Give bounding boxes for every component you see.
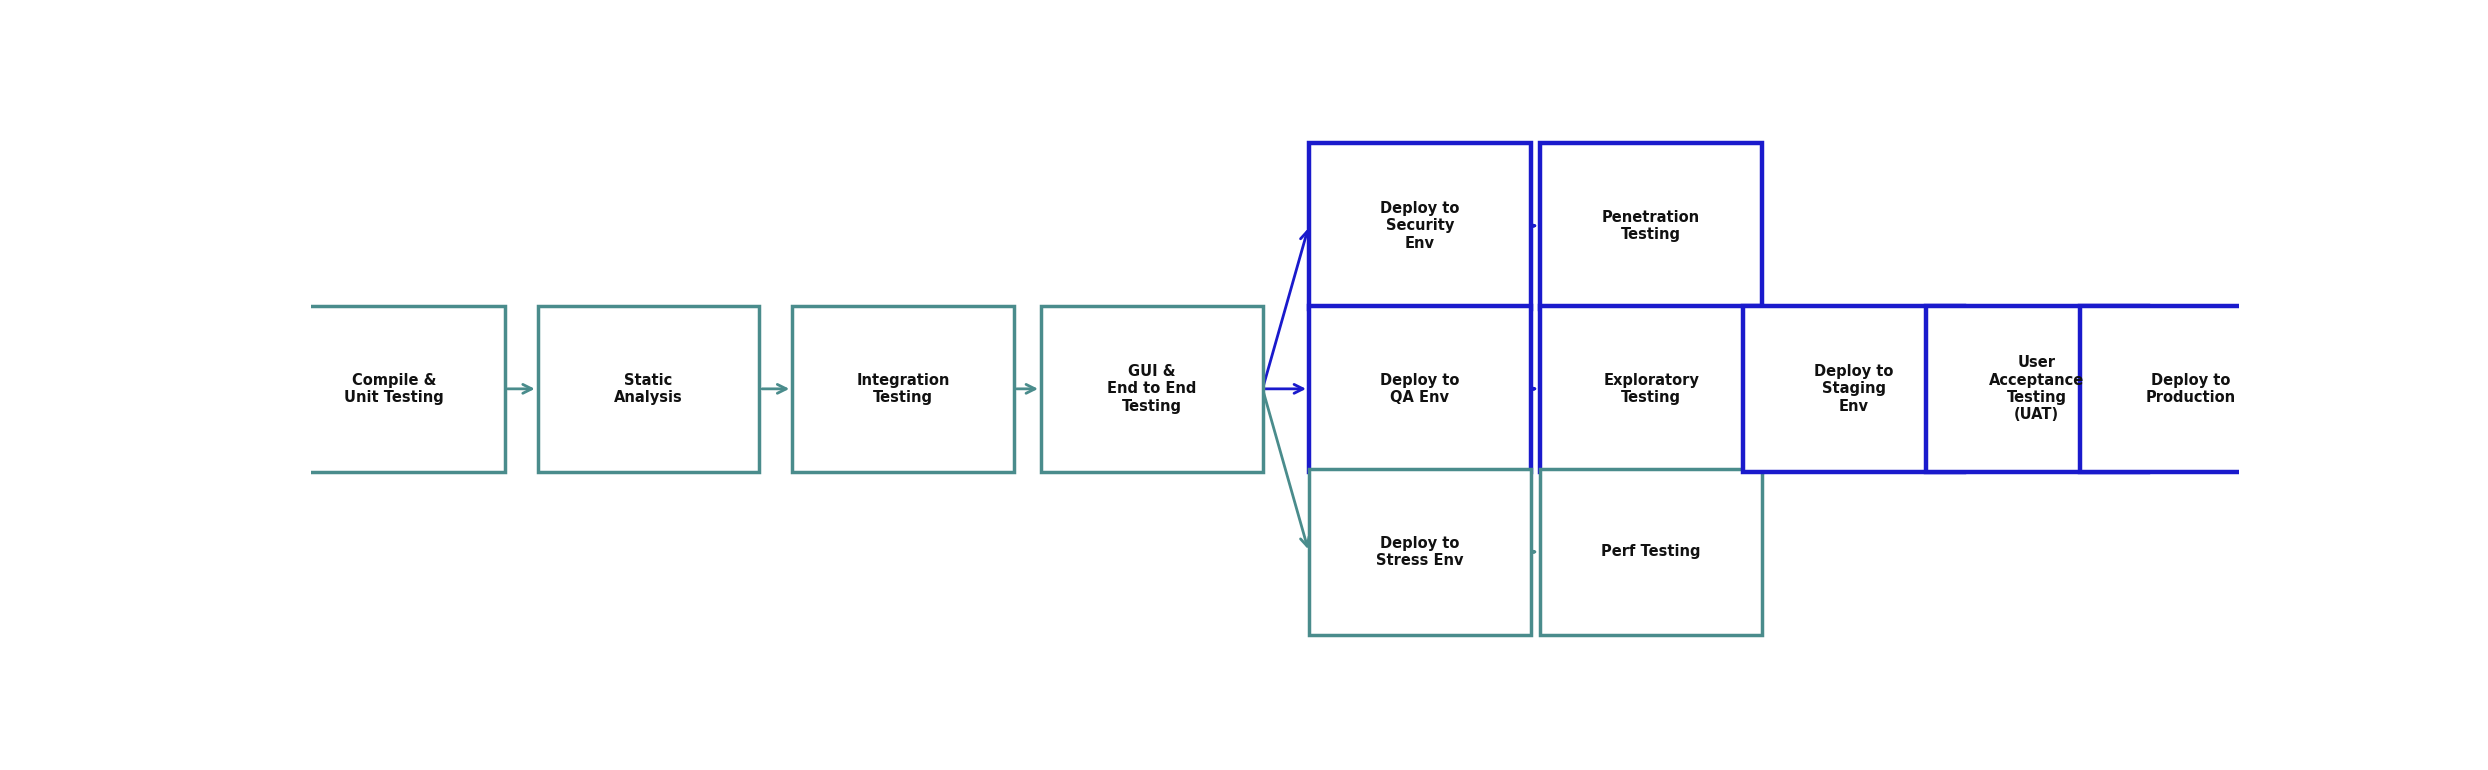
FancyBboxPatch shape xyxy=(1540,306,1762,472)
FancyBboxPatch shape xyxy=(1926,306,2147,472)
FancyBboxPatch shape xyxy=(284,306,505,472)
Text: GUI &
End to End
Testing: GUI & End to End Testing xyxy=(1107,364,1197,413)
FancyBboxPatch shape xyxy=(537,306,759,472)
Text: Penetration
Testing: Penetration Testing xyxy=(1602,209,1699,242)
FancyBboxPatch shape xyxy=(791,306,1013,472)
Text: Static
Analysis: Static Analysis xyxy=(615,373,682,405)
Text: User
Acceptance
Testing
(UAT): User Acceptance Testing (UAT) xyxy=(1988,355,2085,423)
FancyBboxPatch shape xyxy=(2080,306,2301,472)
FancyBboxPatch shape xyxy=(1540,469,1762,635)
Text: Integration
Testing: Integration Testing xyxy=(856,373,950,405)
FancyBboxPatch shape xyxy=(1309,142,1530,309)
FancyBboxPatch shape xyxy=(1040,306,1261,472)
FancyBboxPatch shape xyxy=(1540,142,1762,309)
FancyBboxPatch shape xyxy=(1742,306,1966,472)
Text: Deploy to
Staging
Env: Deploy to Staging Env xyxy=(1814,364,1893,413)
Text: Exploratory
Testing: Exploratory Testing xyxy=(1602,373,1699,405)
Text: Deploy to
QA Env: Deploy to QA Env xyxy=(1381,373,1460,405)
FancyBboxPatch shape xyxy=(1309,306,1530,472)
Text: Compile &
Unit Testing: Compile & Unit Testing xyxy=(343,373,443,405)
Text: Deploy to
Security
Env: Deploy to Security Env xyxy=(1381,201,1460,251)
Text: Deploy to
Stress Env: Deploy to Stress Env xyxy=(1376,536,1463,568)
FancyBboxPatch shape xyxy=(1309,469,1530,635)
Text: Deploy to
Production: Deploy to Production xyxy=(2147,373,2237,405)
Text: Perf Testing: Perf Testing xyxy=(1602,544,1702,559)
